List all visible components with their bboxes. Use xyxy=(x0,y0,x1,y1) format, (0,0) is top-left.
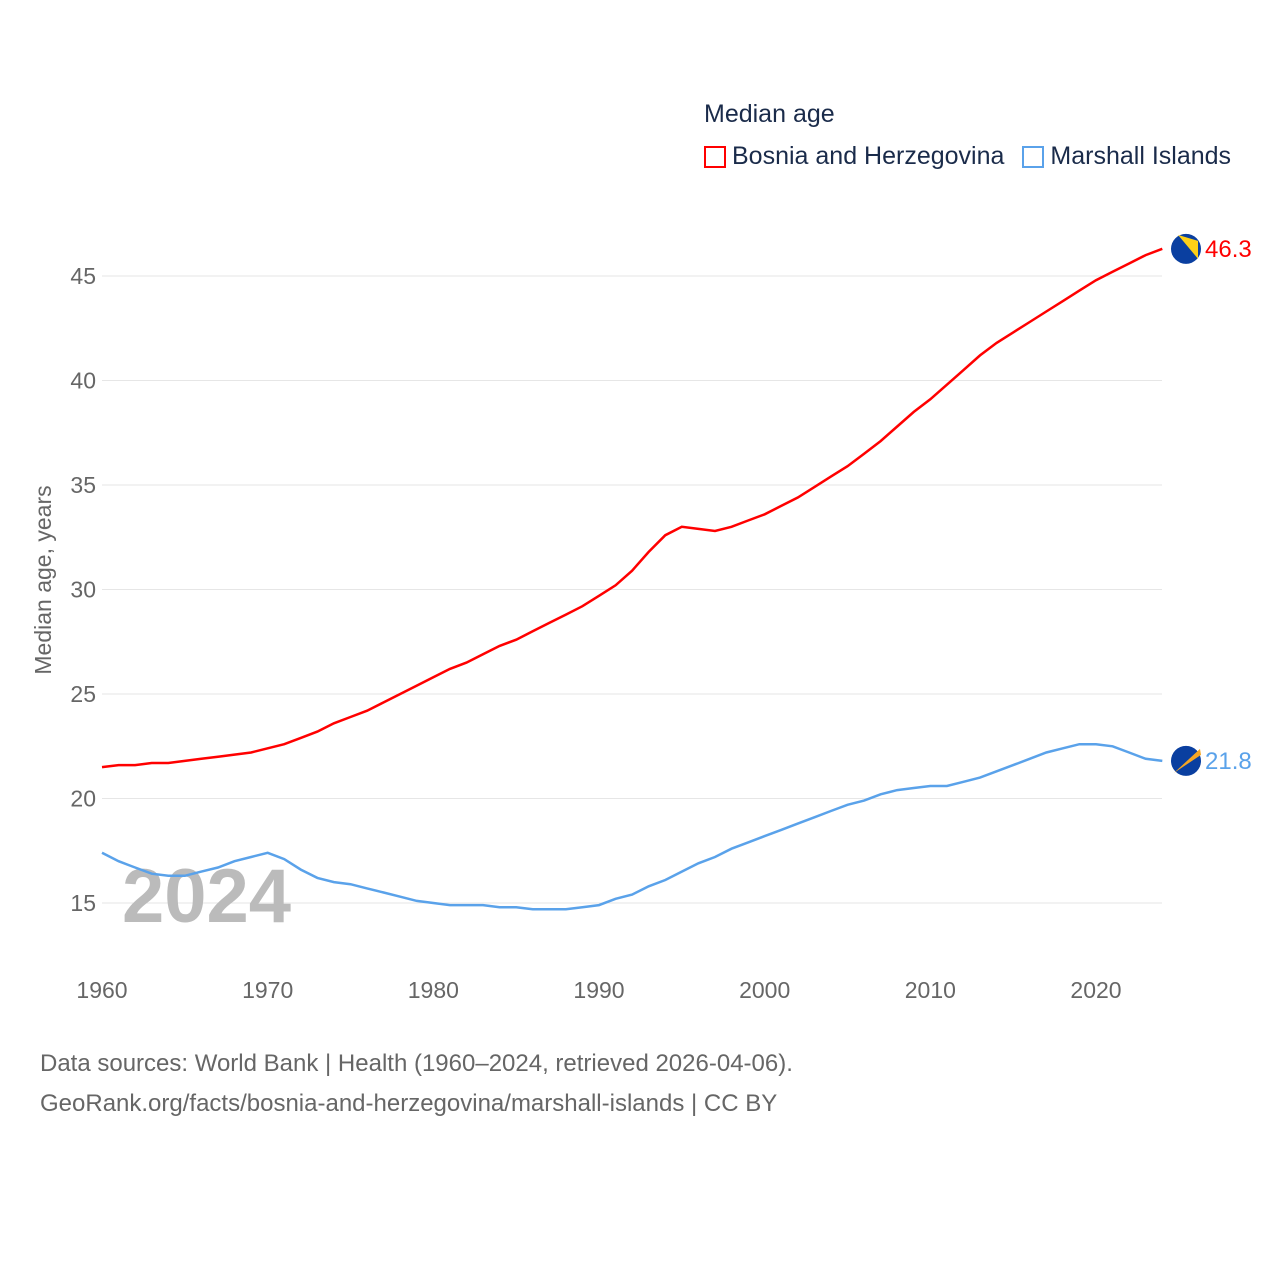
y-tick-label: 25 xyxy=(70,681,96,707)
y-tick-label: 15 xyxy=(70,890,96,916)
legend-label: Bosnia and Herzegovina xyxy=(732,142,1005,170)
x-tick-label: 1980 xyxy=(408,977,459,1003)
legend-swatch xyxy=(704,145,726,168)
legend-item-bosnia[interactable]: Bosnia and Herzegovina xyxy=(704,142,1004,171)
x-tick-label: 2000 xyxy=(739,977,790,1003)
legend: Bosnia and Herzegovina Marshall Islands xyxy=(704,142,1231,171)
series-line-bosnia xyxy=(101,247,1163,769)
legend-swatch xyxy=(1022,145,1045,168)
series-line-marshall-islands xyxy=(101,742,1163,911)
legend-title: Median age xyxy=(704,100,835,128)
y-tick-label: 40 xyxy=(70,368,96,394)
legend-label: Marshall Islands xyxy=(1050,142,1232,170)
flag-detail xyxy=(1178,234,1198,259)
x-tick-label: 1990 xyxy=(573,977,624,1003)
end-value-label: 21.8 xyxy=(1205,748,1252,775)
y-tick-label: 20 xyxy=(70,786,96,812)
legend-item-marshall[interactable]: Marshall Islands xyxy=(1022,142,1231,171)
footer: Data sources: World Bank | Health (1960–… xyxy=(40,1044,793,1124)
x-tick-label: 1970 xyxy=(242,977,293,1003)
y-tick-label: 30 xyxy=(70,577,96,603)
marshall-islands-flag-icon xyxy=(1171,745,1201,776)
source-url[interactable]: GeoRank.org/facts/bosnia-and-herzegovina… xyxy=(40,1090,778,1117)
year-watermark: 2024 xyxy=(122,854,291,939)
y-tick-label: 35 xyxy=(70,472,96,498)
end-value-label: 46.3 xyxy=(1205,236,1252,263)
x-tick-label: 1960 xyxy=(76,977,127,1003)
y-axis-label: Median age, years xyxy=(30,485,56,674)
x-tick-label: 2020 xyxy=(1070,977,1121,1003)
flag-detail xyxy=(1174,748,1201,773)
y-tick-label: 45 xyxy=(70,263,96,289)
data-source: Data sources: World Bank | Health (1960–… xyxy=(40,1050,793,1077)
x-tick-label: 2010 xyxy=(905,977,956,1003)
